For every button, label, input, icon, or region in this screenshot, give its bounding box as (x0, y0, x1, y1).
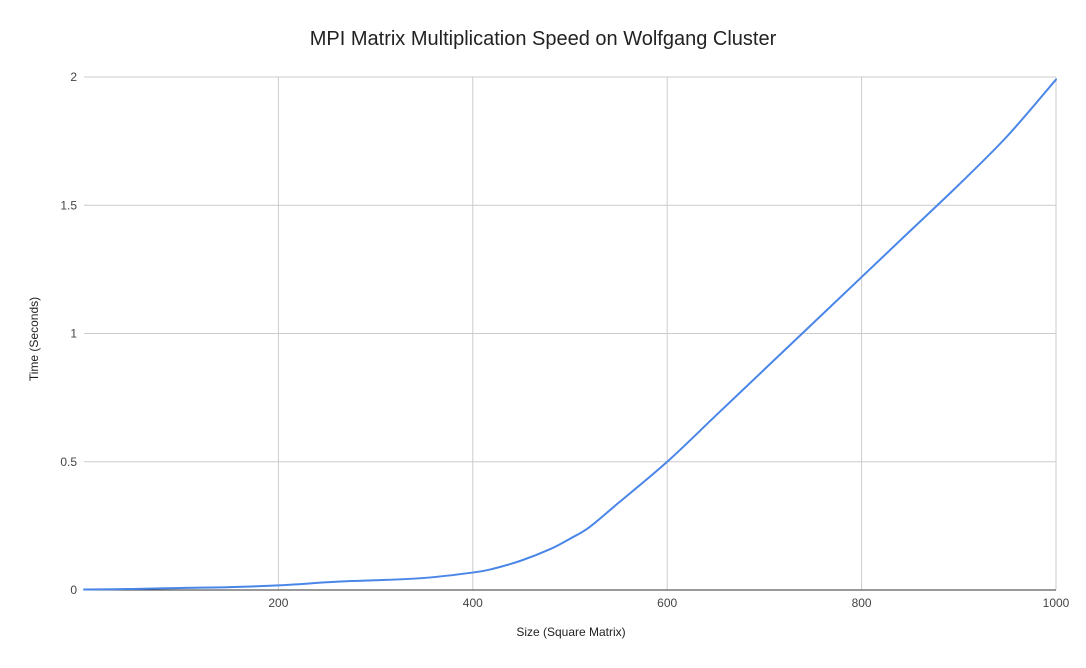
chart-title: MPI Matrix Multiplication Speed on Wolfg… (310, 28, 777, 50)
axes: 0 0.5 1 1.5 2 200 400 600 800 1000 (60, 70, 1069, 610)
x-axis-title: Size (Square Matrix) (516, 625, 625, 639)
series-layer (83, 78, 1057, 591)
y-tick-label: 0.5 (60, 455, 77, 469)
y-tick-label: 1.5 (60, 198, 77, 212)
gridlines (84, 76, 1057, 590)
y-axis-title: Time (Seconds) (27, 297, 41, 381)
y-tick-label: 2 (70, 70, 77, 84)
x-tick-label: 200 (268, 596, 288, 610)
y-tick-label: 1 (70, 327, 77, 341)
x-tick-label: 800 (852, 596, 872, 610)
series-line (83, 78, 1057, 591)
y-tick-label: 0 (70, 583, 77, 597)
x-tick-label: 400 (463, 596, 483, 610)
x-tick-label: 1000 (1043, 596, 1070, 610)
x-tick-label: 600 (657, 596, 677, 610)
